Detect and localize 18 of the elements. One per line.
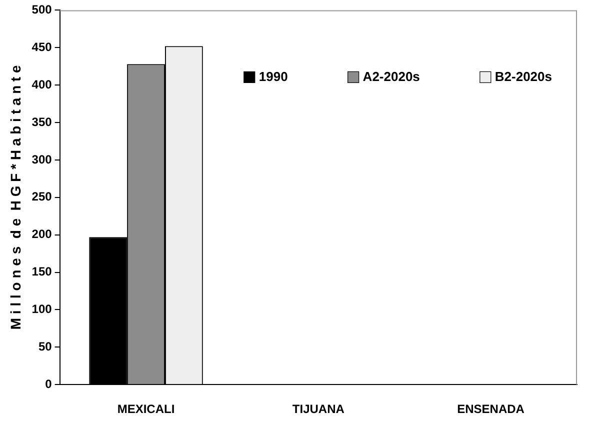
y-tick-label: 50 (38, 339, 52, 354)
y-tick-label: 400 (32, 77, 52, 92)
y-tick-label: 250 (32, 190, 52, 204)
y-tick-label: 0 (45, 376, 52, 391)
legend-label: 1990 (258, 68, 288, 84)
y-tick-label: 150 (32, 264, 52, 279)
legend-label: A2-2020s (362, 68, 420, 84)
x-tick-label: ENSENADA (457, 402, 525, 416)
y-tick-label: 100 (32, 302, 52, 316)
y-tick-label: 300 (32, 152, 52, 166)
legend-label: B2-2020s (494, 68, 552, 84)
y-tick-label: 350 (32, 114, 52, 129)
y-tick-label: 200 (32, 227, 52, 242)
x-tick-label: MEXICALI (117, 402, 175, 416)
y-axis-title: M i l l o n e s d e H G F * H a b i t a n t e (7, 64, 24, 330)
x-tick-label: TIJUANA (292, 402, 345, 416)
y-tick-label: 500 (32, 2, 52, 17)
y-tick-label: 450 (32, 40, 52, 54)
